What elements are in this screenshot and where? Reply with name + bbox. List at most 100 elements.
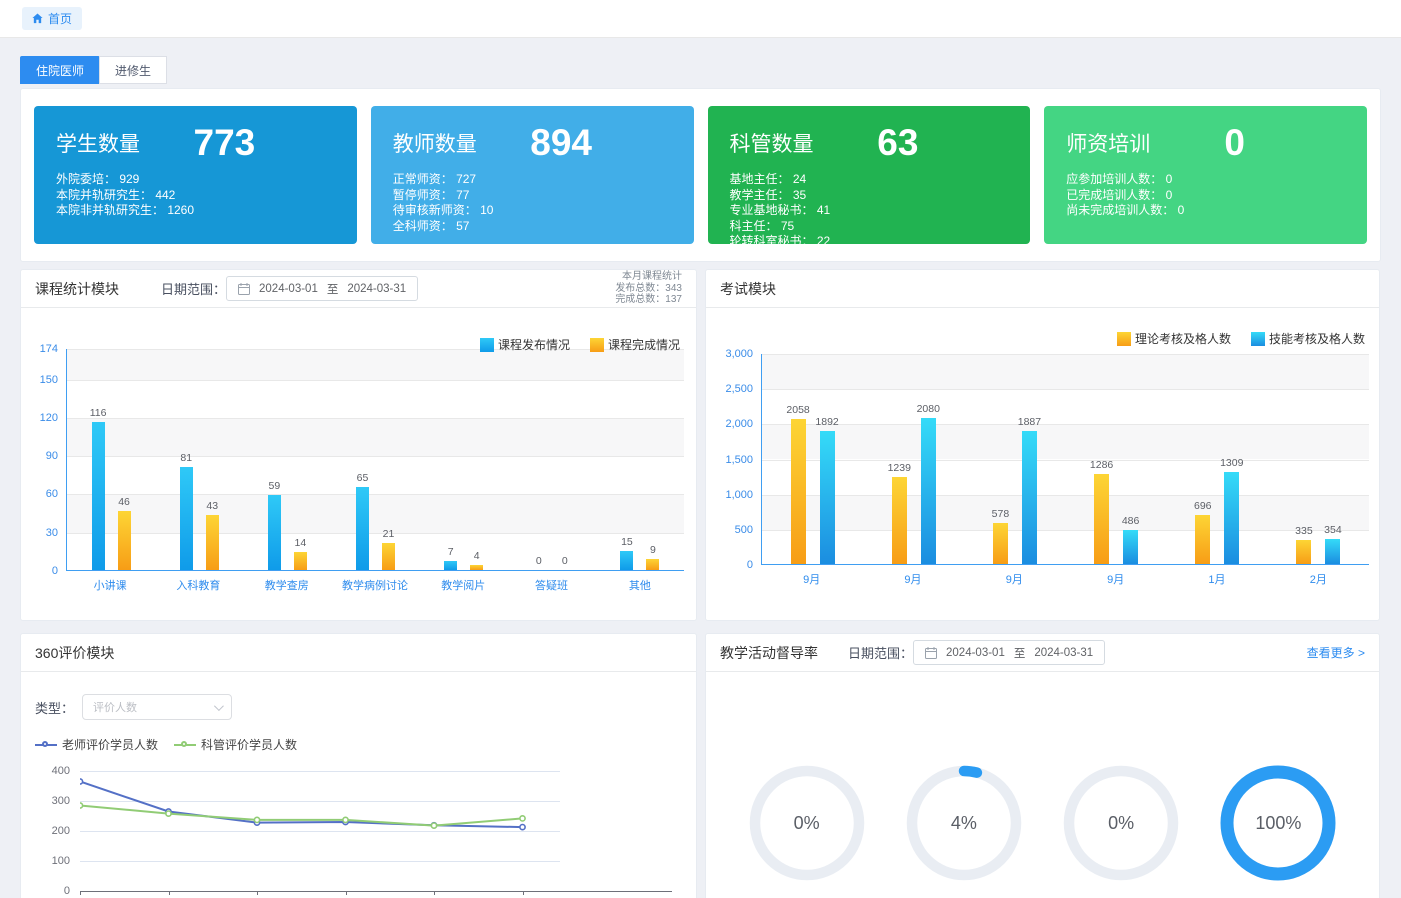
stat-card-item: 暂停师资： 77 [392,187,470,202]
gridline [80,861,560,862]
bar-group: 59 14 [243,349,331,570]
bar-fill [179,466,193,570]
stat-card-item: 轮转科室秘书： 22 [729,234,831,248]
legend-label: 理论考核及格人数 [1134,332,1231,346]
bar: 696 [1194,500,1212,564]
bar-value-label: 14 [294,537,307,550]
stat-card-item: 科主任： 75 [729,218,795,233]
x-axis-label: 9月 [1107,574,1125,586]
legend-circle [181,740,188,747]
y-axis-tick-label: 3,000 [725,348,753,360]
y-axis-tick-label: 500 [734,523,753,536]
legend-item[interactable]: 技能考核及格人数 [1250,330,1365,347]
bar-value-label: 116 [89,407,107,419]
tab-住院医师[interactable]: 住院医师 [20,56,101,84]
x-axis-line [80,891,672,892]
gridline [80,771,560,772]
bar-groups: 116 46 81 43 59 14 65 21 7 4 0 0 15 9 [67,349,684,570]
legend-label: 课程完成情况 [607,338,680,352]
summary-line: 本月课程统计 [622,271,682,283]
gridline [762,529,1369,531]
line-legend-marker [35,740,57,749]
y-axis-tick-label: 1,000 [725,488,753,501]
x-axis-tick [434,891,435,895]
bar: 81 [179,452,193,570]
y-axis-tick-label: 1,500 [725,453,753,466]
supervision-module-title: 教学活动督导率 [720,644,818,661]
course-module-title: 课程统计模块 [35,280,119,297]
x-axis-label: 9月 [803,574,821,586]
y-axis-tick-label: 400 [51,765,70,777]
bar: 486 [1122,515,1139,564]
bar-value-label: 2058 [786,404,810,417]
stat-card-item: 尚未完成培训人数： 0 [1066,203,1185,217]
bar-fill [646,558,660,570]
stat-card-title: 教师数量 [392,133,477,156]
legend-item[interactable]: 课程发布情况 [479,336,570,353]
stat-card-item: 正常师资： 727 [392,172,477,186]
bar-value-label: 21 [382,528,395,541]
legend-item[interactable]: 课程完成情况 [589,336,680,353]
stat-card-item: 外院委培： 929 [56,172,140,186]
bar-value-label: 43 [206,500,219,513]
x-axis-label: 教学病例讨论 [341,580,408,592]
chart-legend: 课程发布情况 课程完成情况 [479,336,680,353]
bar-fill [293,552,307,570]
exam-module-header: 考试模块 [706,270,1379,308]
bar: 21 [381,528,395,570]
legend-circle [42,740,48,747]
bar-fill [117,511,131,570]
gridline [67,494,684,496]
bar-fill [267,494,281,570]
bar-value-label: 486 [1121,514,1140,527]
course-date-from: 2024-03-01 [259,282,318,295]
y-axis-tick-label: 120 [39,411,58,424]
bar: 15 [620,536,634,570]
bar-fill [444,561,458,570]
bar-value-label: 354 [1324,524,1342,537]
legend-item[interactable]: 老师评价学员人数 [35,736,158,753]
y-axis-tick-label: 100 [51,855,70,867]
donut-chart: 0% [1063,765,1179,881]
gridline [80,801,560,802]
bar-value-label: 7 [447,546,454,559]
chart-plot-area: 2058 1892 1239 2080 578 1887 1286 486 696 1309 335… [761,354,1369,565]
donut-ring [1063,765,1179,881]
bar-group: 578 1887 [964,354,1065,564]
stat-card-item: 教学主任： 35 [729,187,807,202]
bar: 578 [992,508,1009,564]
bar-value-label: 1309 [1220,456,1244,469]
y-axis-tick-label: 90 [45,450,58,463]
tab-进修生[interactable]: 进修生 [99,56,168,84]
grid-band [762,354,1369,390]
bar: 354 [1324,524,1342,564]
summary-line: 发布总数：343 [615,282,682,294]
course-date-range-picker[interactable]: 2024-03-01 至 2024-03-31 [226,276,419,301]
x-axis-tick [345,891,347,895]
calendar-icon [925,646,938,659]
bar-fill [1123,529,1139,564]
bar-fill [1021,431,1037,564]
stat-card-top: 师资培训 0 [1066,122,1345,164]
x-axis-label: 其他 [628,580,651,592]
stat-card: 学生数量 773 外院委培： 929 本院并轨研究生： 442 本院非并轨研究生： 12… [34,106,357,244]
bar-value-label: 0 [561,555,568,567]
view-more-link[interactable]: 查看更多 > [1306,646,1365,660]
bar: 1239 [888,462,911,564]
supervision-date-range-picker[interactable]: 2024-03-01 至 2024-03-31 [913,640,1106,665]
bar-group: 1286 486 [1066,354,1167,564]
bar: 7 [444,546,458,570]
legend-label: 老师评价学员人数 [62,738,159,752]
x-axis-label: 1月 [1208,574,1226,586]
line-legend-marker [174,740,197,749]
legend-item[interactable]: 理论考核及格人数 [1116,330,1231,347]
legend-item[interactable]: 科管评价学员人数 [174,736,297,753]
stat-card-item: 已完成培训人数： 0 [1066,187,1173,202]
course-date-separator: 至 [326,283,339,296]
home-tab[interactable]: 首页 [22,7,83,30]
bar-group: 2058 1892 [762,354,863,564]
eval-line-chart: 0 100 200 300 400 [35,763,682,898]
type-select[interactable]: 评价人数 [82,694,233,720]
